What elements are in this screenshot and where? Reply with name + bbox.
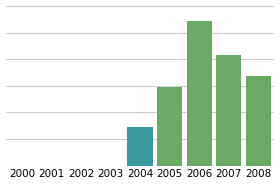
Bar bbox=[127, 127, 153, 166]
Bar bbox=[216, 55, 241, 166]
Bar bbox=[246, 76, 271, 166]
Bar bbox=[186, 21, 212, 166]
Bar bbox=[157, 87, 182, 166]
